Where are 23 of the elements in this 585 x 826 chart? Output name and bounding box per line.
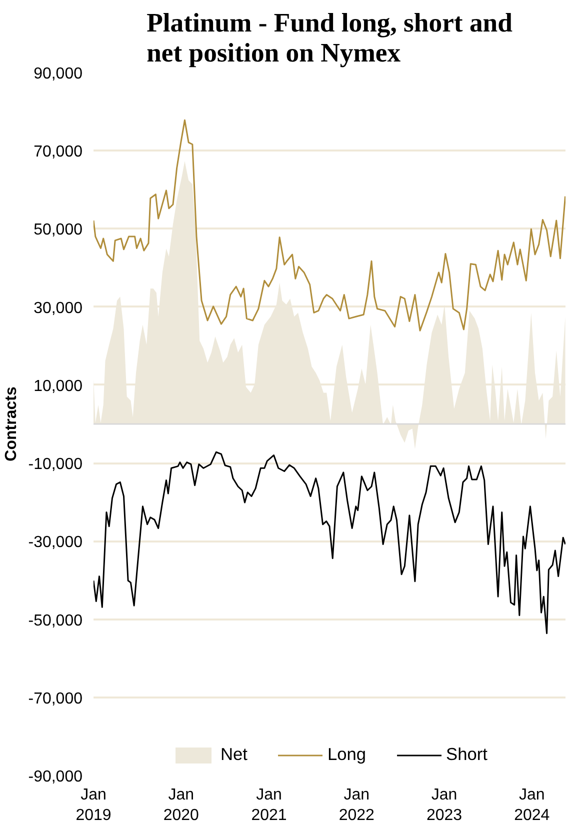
y-tick-label: 30,000 bbox=[34, 300, 83, 317]
y-tick-label: -30,000 bbox=[28, 534, 83, 552]
y-tick-label: -70,000 bbox=[28, 690, 83, 708]
y-tick-label: 70,000 bbox=[34, 144, 83, 161]
line-series bbox=[94, 119, 566, 332]
legend-label: Long bbox=[327, 744, 366, 765]
y-tick-label: -10,000 bbox=[28, 456, 83, 474]
legend-label: Net bbox=[220, 744, 248, 765]
chart-title: Platinum - Fund long, short and net position on Nymex bbox=[146, 8, 513, 68]
x-tick-label: Jan 2021 bbox=[251, 786, 287, 824]
x-tick-label: Jan 2020 bbox=[163, 786, 200, 824]
y-tick-label: 10,000 bbox=[34, 378, 83, 395]
y-axis-title: Contracts bbox=[3, 386, 20, 462]
x-tick-label: Jan 2022 bbox=[338, 786, 375, 824]
y-tick-label: -50,000 bbox=[28, 612, 83, 630]
x-tick-label: Jan 2019 bbox=[76, 786, 112, 824]
y-tick-label: -90,000 bbox=[28, 768, 83, 786]
line-series bbox=[94, 451, 566, 634]
x-tick-label: Jan 2023 bbox=[426, 786, 462, 824]
x-tick-label: Jan 2024 bbox=[514, 786, 550, 824]
y-tick-label: 50,000 bbox=[34, 222, 83, 239]
y-tick-label: 90,000 bbox=[34, 66, 83, 82]
legend-label: Short bbox=[446, 744, 488, 765]
